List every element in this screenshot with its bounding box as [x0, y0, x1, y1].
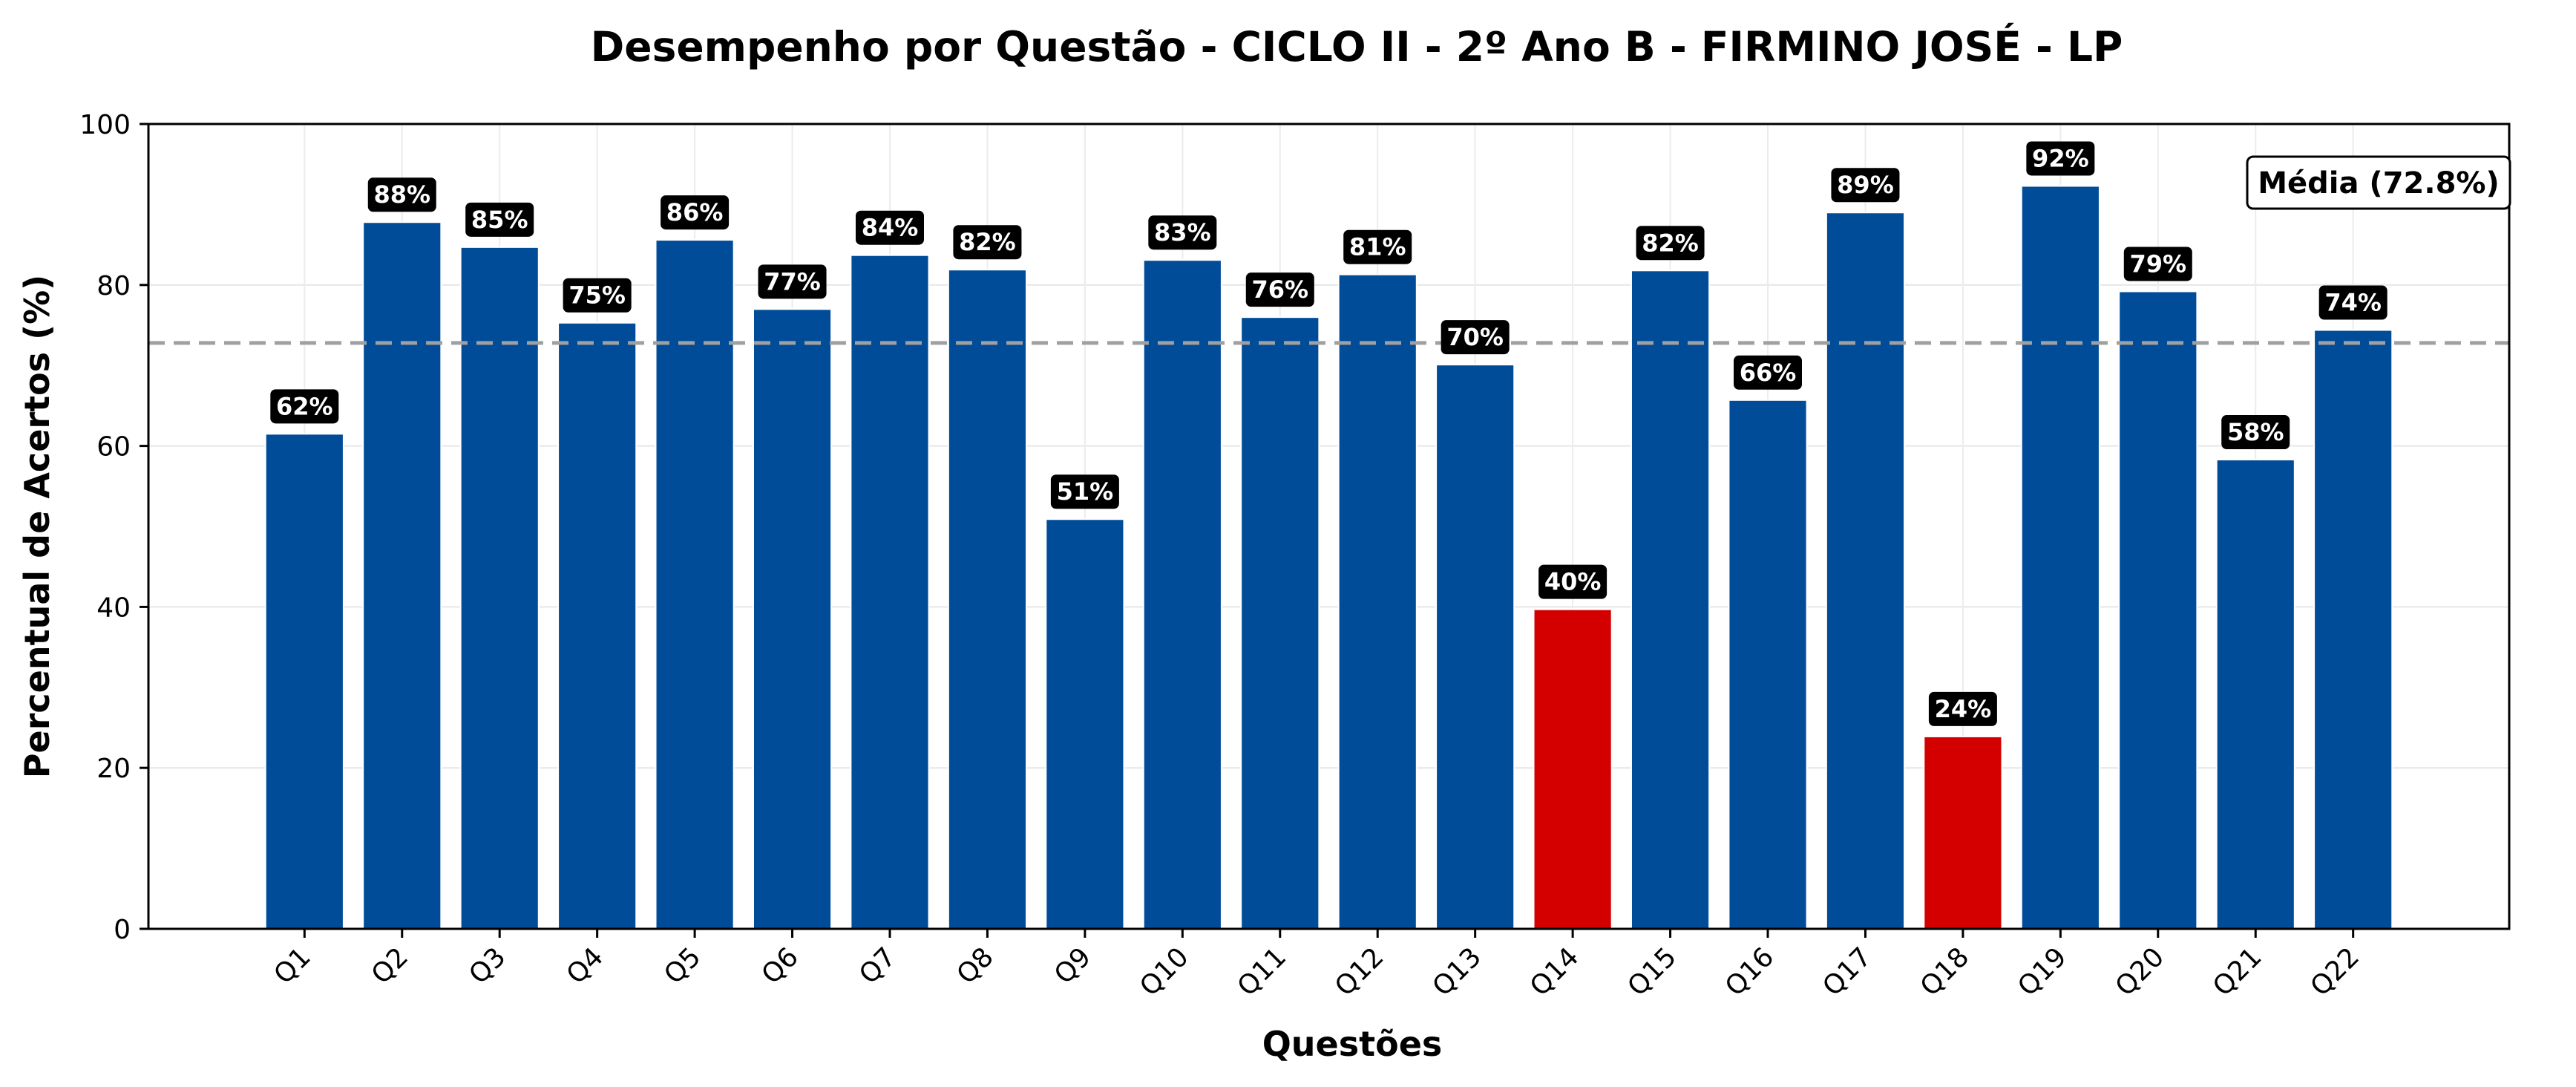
data-labels: 62% 88% 85% 75% 86% 77% 84% 82% 51% 83% 76% 81% 70% 4… [270, 141, 2387, 726]
data-label: 82% [1642, 229, 1699, 257]
y-tick-label: 100 [79, 110, 131, 140]
data-label-box [563, 278, 632, 313]
data-label-box [661, 195, 730, 230]
data-label: 75% [568, 281, 626, 310]
data-label-box [1636, 226, 1705, 261]
data-label-box [1734, 355, 1803, 390]
bar-q15 [1630, 270, 1711, 930]
data-label: 88% [373, 180, 430, 209]
data-label: 83% [1154, 218, 1211, 247]
bar-q10 [1142, 259, 1222, 930]
data-label-box [1831, 168, 1900, 203]
data-label: 79% [2129, 249, 2186, 278]
data-label-box [1928, 691, 1997, 726]
data-label: 58% [2227, 418, 2284, 446]
data-label-box [1245, 272, 1314, 307]
data-label-box [2123, 247, 2192, 281]
data-label-box [1343, 229, 1412, 264]
x-axis-label: Questões [1262, 1024, 1443, 1064]
data-label: 62% [276, 392, 333, 420]
y-tick-label: 20 [96, 754, 131, 784]
bar-q21 [2215, 459, 2295, 930]
bars [264, 185, 2393, 930]
data-label: 82% [959, 228, 1016, 256]
data-label-box [2318, 285, 2387, 320]
data-label-box [2221, 415, 2290, 450]
data-label: 74% [2324, 289, 2382, 317]
y-tick-label: 40 [96, 593, 131, 623]
data-label-box [1538, 564, 1607, 599]
data-label: 84% [862, 214, 919, 242]
data-label: 89% [1837, 171, 1894, 199]
bar-q18 [1923, 735, 2003, 930]
bar-q16 [1728, 399, 1808, 930]
y-tick-label: 0 [114, 915, 131, 945]
data-label-box [1050, 474, 1119, 509]
plot-frame [147, 123, 2511, 930]
y-axis-label: Percentual de Acertos (%) [17, 275, 57, 778]
data-label-box [1148, 215, 1217, 250]
data-label: 76% [1251, 275, 1308, 304]
data-label: 77% [764, 267, 821, 296]
data-label: 66% [1740, 359, 1797, 387]
mean-legend-label: Média (72.8%) [2258, 166, 2500, 200]
data-label-box [367, 177, 436, 212]
bar-q19 [2020, 185, 2100, 930]
bar-q20 [2118, 290, 2198, 930]
mean-legend-box [2246, 155, 2511, 210]
bar-q8 [947, 269, 1028, 930]
mean-legend: Média (72.8%) [2246, 155, 2511, 210]
bar-q1 [264, 433, 344, 930]
bar-q2 [362, 221, 442, 930]
data-label-box [270, 389, 339, 424]
data-label-box [465, 202, 534, 237]
y-tick-label: 80 [96, 271, 131, 301]
bar-q13 [1435, 364, 1515, 930]
data-label: 85% [471, 206, 528, 234]
bar-q14 [1533, 608, 1613, 930]
y-axis: 0 20 40 60 80 100 [79, 110, 148, 945]
bar-q5 [655, 239, 735, 930]
bar-q17 [1825, 212, 1906, 930]
bar-q12 [1337, 273, 1418, 930]
data-label: 40% [1544, 568, 1602, 596]
data-label-box [2026, 141, 2095, 176]
chart-title: Desempenho por Questão - CICLO II - 2º A… [591, 22, 2123, 71]
data-label-box [1441, 320, 1510, 355]
data-label-box [758, 264, 827, 299]
bar-q22 [2313, 329, 2393, 930]
bar-q6 [752, 308, 833, 930]
data-label: 51% [1057, 477, 1114, 506]
bar-q7 [850, 254, 930, 930]
data-label: 70% [1446, 323, 1504, 351]
data-label: 86% [666, 198, 724, 226]
data-label-box [953, 225, 1022, 260]
bar-q3 [459, 246, 540, 930]
bar-q9 [1045, 518, 1125, 930]
data-label: 92% [2032, 144, 2089, 172]
data-label: 24% [1935, 695, 1992, 723]
bar-q4 [557, 321, 638, 930]
data-label: 81% [1349, 233, 1406, 261]
data-label-box [855, 210, 924, 245]
y-tick-label: 60 [96, 432, 131, 463]
bar-q11 [1240, 316, 1320, 930]
